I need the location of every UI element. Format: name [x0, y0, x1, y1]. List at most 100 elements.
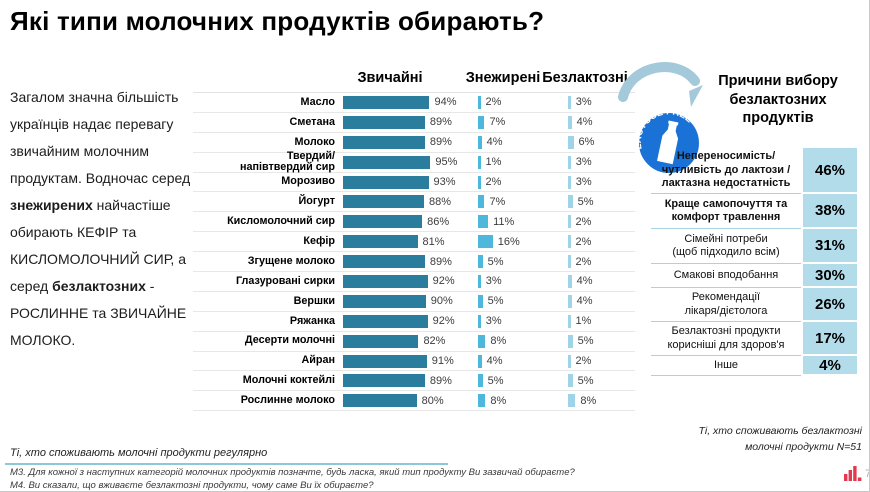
page-number: 7 [865, 468, 869, 480]
bar-value-label: 91% [431, 355, 454, 368]
bar-cell: 81% [343, 232, 478, 251]
bar-cell: 2% [568, 352, 635, 371]
bar [568, 155, 571, 169]
category-label: Кисломолочний сир [227, 215, 335, 228]
category-label: Вершки [293, 294, 335, 307]
bar [478, 394, 486, 408]
bar-cell: 8% [568, 391, 635, 410]
intro-text: Загалом значна більшість українців надає… [10, 84, 196, 354]
bar-cell: 90% [343, 292, 478, 311]
chart-row: Молочні коктейлі 89% 5% 5% [193, 371, 635, 392]
reason-value: 17% [803, 322, 857, 354]
bar-value-label: 3% [485, 315, 502, 328]
reason-value: 31% [803, 229, 857, 262]
bar-value-label: 4% [576, 116, 593, 129]
column-header-regular: Звичайні [357, 70, 423, 86]
bar-cell: 11% [478, 212, 568, 231]
chart-row: Згущене молоко 89% 5% 2% [193, 252, 635, 273]
bar [343, 175, 429, 189]
reason-row: Непереносимість/ чутливість до лактози /… [651, 148, 857, 194]
bar-cell: 93% [343, 173, 478, 192]
bar [343, 374, 425, 388]
bar-value-label: 3% [485, 275, 502, 288]
bar-cell: 3% [478, 272, 568, 291]
bar [568, 195, 573, 209]
bar-cell: 89% [343, 252, 478, 271]
bar-value-label: 4% [576, 295, 593, 308]
bar-cell: 82% [343, 332, 478, 351]
bar [343, 215, 423, 229]
bar [343, 135, 425, 149]
bar [478, 255, 483, 269]
bar-cell: 88% [343, 192, 478, 211]
bar [478, 95, 481, 109]
bar-value-label: 1% [485, 156, 502, 169]
category-label: Глазуровані сирки [235, 274, 335, 287]
category-label: Згущене молоко [247, 254, 335, 267]
bar [343, 255, 425, 269]
bar [478, 314, 481, 328]
bar [478, 115, 485, 129]
category-label: Десерти молочні [244, 334, 335, 347]
bar [478, 374, 483, 388]
question-m3: М3. Для кожної з наступних категорій мол… [10, 467, 575, 478]
bar [568, 115, 572, 129]
bar-value-label: 95% [435, 156, 458, 169]
bar-cell: 4% [478, 133, 568, 152]
question-m4: М4. Ви сказали, що вживаєте безлактозні … [10, 480, 374, 491]
column-header-skim: Знежирені [465, 70, 541, 86]
bar-value-label: 80% [421, 394, 444, 407]
bar-cell: 2% [478, 173, 568, 192]
reason-label: Безлактозні продукти корисніші для здоро… [651, 322, 801, 356]
bar [568, 215, 571, 229]
category-label: Морозиво [281, 175, 335, 188]
bar-value-label: 92% [432, 275, 455, 288]
brand-logo-icon [844, 466, 862, 481]
bar-value-label: 89% [429, 255, 452, 268]
bar-cell: 3% [568, 173, 635, 192]
chart-row: Десерти молочні 82% 8% 5% [193, 332, 635, 352]
bar-cell: 5% [478, 252, 568, 271]
bar-value-label: 92% [432, 315, 455, 328]
reason-label: Сімейні потреби (щоб підходило всім) [651, 229, 801, 264]
bar [343, 155, 431, 169]
bar-value-label: 90% [430, 295, 453, 308]
bar [478, 215, 489, 229]
bar-cell: 89% [343, 133, 478, 152]
bar-cell: 4% [478, 352, 568, 371]
bar-value-label: 5% [577, 195, 594, 208]
bar-cell: 80% [343, 391, 478, 410]
intro-plain-text: найчастіше обирають КЕФІР та КИСЛОМОЛОЧН… [10, 197, 186, 294]
bar-cell: 2% [568, 252, 635, 271]
reason-label: Непереносимість/ чутливість до лактози /… [651, 148, 801, 194]
bar-cell: 4% [568, 272, 635, 291]
bar [568, 294, 572, 308]
reason-row: Рекомендації лікаря/дієтолога 26% [651, 288, 857, 322]
bar-value-label: 5% [577, 374, 594, 387]
bar-value-label: 4% [576, 275, 593, 288]
bar-value-label: 3% [575, 156, 592, 169]
bar-value-label: 93% [433, 176, 456, 188]
reason-label: Рекомендації лікаря/дієтолога [651, 288, 801, 322]
intro-plain-text: - РОСЛИННЕ та ЗВИЧАЙНЕ МОЛОКО. [10, 278, 187, 348]
bar-value-label: 5% [487, 374, 504, 387]
bar-cell: 95% [343, 153, 478, 172]
chart-row: Ряжанка 92% 3% 1% [193, 312, 635, 332]
bar-value-label: 81% [422, 235, 445, 248]
base-note-left: Ті, хто споживають молочні продукти регу… [5, 447, 448, 465]
category-label: Йогурт [298, 195, 335, 208]
bar [478, 235, 493, 249]
bar [568, 354, 571, 368]
bar [343, 115, 425, 129]
intro-bold-text: безлактозних [52, 278, 146, 294]
category-label: Масло [300, 95, 335, 108]
bar [343, 314, 428, 328]
bar-cell: 8% [478, 391, 568, 410]
bar-cell: 3% [478, 312, 568, 331]
bar-cell: 6% [568, 133, 635, 152]
bar [343, 235, 418, 249]
base-note-right: Ті, хто споживають безлактозні молочні п… [698, 425, 862, 453]
bar-value-label: 16% [497, 235, 520, 248]
bar-value-label: 3% [575, 96, 592, 109]
bar-value-label: 89% [429, 374, 452, 387]
